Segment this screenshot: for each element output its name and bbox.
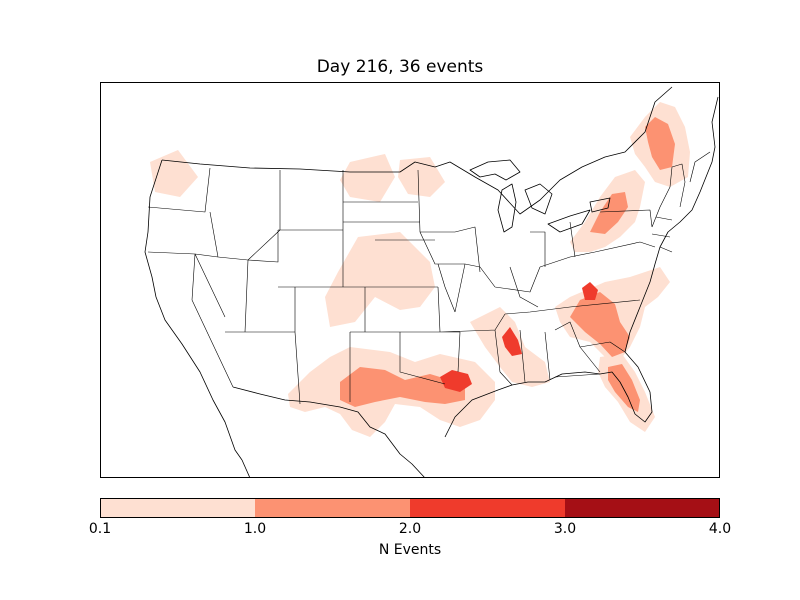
region-pacific-northwest-halo — [150, 150, 198, 197]
colorbar-tick-3: 3.0 — [553, 521, 577, 537]
region-mississippi-delta-hotspot — [502, 327, 522, 356]
colorbar — [100, 498, 720, 518]
coastline-mexico-west — [241, 459, 251, 478]
coastline-atlantic — [624, 96, 719, 353]
region-north-texas-hotspot — [440, 370, 472, 392]
region-nebraska-kansas-colorado-halo — [325, 232, 435, 327]
colorbar-tick-2: 2.0 — [398, 521, 422, 537]
colorbar-tick-1: 1.0 — [243, 521, 267, 537]
region-new-england-core — [645, 117, 675, 170]
great-lakes — [469, 159, 611, 233]
region-florida-georgia-core — [608, 364, 640, 412]
colorbar-tick-0: 0.1 — [88, 521, 112, 537]
state-borders — [147, 151, 711, 405]
geography-lines — [144, 86, 719, 478]
colorbar-frame — [100, 498, 720, 518]
region-texas-oklahoma-core — [340, 367, 465, 407]
colorbar-bin-2 — [410, 498, 565, 518]
map-title: Day 216, 36 events — [316, 57, 484, 77]
region-minnesota-halo — [398, 157, 445, 197]
colorbar-bin-3 — [565, 498, 720, 518]
colorbar-bin-1 — [255, 498, 410, 518]
canada-border — [161, 86, 673, 215]
coastline-us — [144, 159, 243, 461]
rio-grande-border — [339, 406, 426, 478]
event-density-fills — [150, 102, 690, 437]
map-svg — [100, 82, 720, 478]
region-new-york-pennsylvania-core — [590, 192, 628, 234]
colorbar-tick-4: 4.0 — [708, 521, 732, 537]
map-frame — [100, 82, 720, 478]
region-carolinas-core — [570, 292, 630, 357]
colorbar-label: N Events — [378, 542, 442, 558]
mexico-border — [232, 386, 341, 408]
map-panel — [100, 82, 720, 478]
colorbar-bins — [100, 498, 720, 518]
colorbar-bin-0 — [100, 498, 255, 518]
region-virginia-hotspot — [582, 282, 598, 300]
region-north-dakota-halo — [340, 154, 395, 202]
